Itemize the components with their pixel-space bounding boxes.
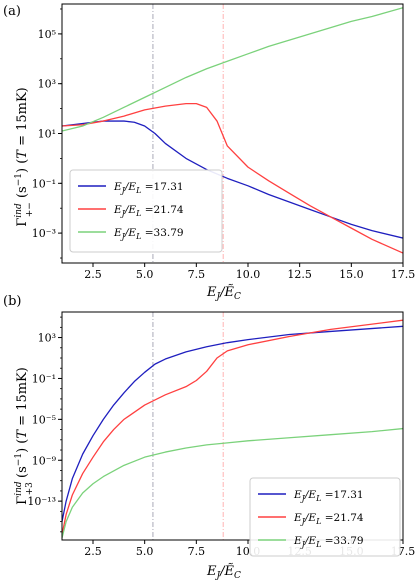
y-tick-label: 10⁻³ xyxy=(32,227,56,240)
panel-b-ylabel: Γind+3 (s−1) (T = 15mK) xyxy=(14,367,35,505)
panel-b-label: (b) xyxy=(3,294,21,309)
y-tick-label: 10⁻⁵ xyxy=(32,413,56,426)
series-line-0 xyxy=(62,325,403,522)
legend-entry: EJ/EL =17.31 xyxy=(113,181,184,195)
legend-entry: EJ/EL =17.31 xyxy=(293,489,364,503)
legend-entry: EJ/EL =21.74 xyxy=(113,204,184,218)
series-line-2 xyxy=(62,427,403,539)
panel-a-xlabel: EJ/ẼC xyxy=(206,284,241,302)
x-tick-label: 12.5 xyxy=(287,268,312,281)
series-line-2 xyxy=(62,7,403,132)
x-tick-label: 10.0 xyxy=(236,268,261,281)
series-line-1 xyxy=(62,319,403,536)
y-tick-label: 10¹ xyxy=(38,128,56,141)
panel-a-label: (a) xyxy=(3,4,21,19)
legend: EJ/EL =17.31 EJ/EL =21.74 EJ/EL =33.79 xyxy=(249,477,401,557)
panel-a: (a) 2.5 5.0 7.5 10.0 12.5 15.0 17.5 10⁵ 10³ 10¹ 10… xyxy=(3,3,416,302)
y-tick-label: 10³ xyxy=(38,78,56,91)
y-tick-label: 10⁻¹ xyxy=(32,372,56,385)
svg-text:Γind+3 (s−1) (T = 15mK): Γind+3 (s−1) (T = 15mK) xyxy=(14,367,35,505)
y-tick-label: 10⁵ xyxy=(38,28,56,41)
y-tick-label: 10⁻⁹ xyxy=(32,454,57,467)
panel-a-ylabel: Γind+− (s−1) (T = 15mK) xyxy=(14,87,35,227)
series-line-1 xyxy=(62,102,403,254)
y-tick-label: 10⁻¹³ xyxy=(27,495,56,508)
panel-a-plot-area: 2.5 5.0 7.5 10.0 12.5 15.0 17.5 10⁵ 10³ 10¹ 10⁻¹ 10… xyxy=(32,3,416,281)
legend: EJ/EL =17.31 EJ/EL =21.74 EJ/EL =33.79 xyxy=(69,169,223,253)
y-tick-label: 10³ xyxy=(38,332,56,345)
plot-frame xyxy=(61,311,404,541)
x-tick-label: 5.0 xyxy=(136,268,154,281)
x-tick-label: 15.0 xyxy=(339,268,364,281)
panel-b: (b) 2.55.07.510.012.515.017.510³10⁻¹10⁻⁵… xyxy=(3,294,415,580)
svg-text:EJ/ẼC: EJ/ẼC xyxy=(206,563,241,580)
svg-text:Γind+− (s−1) (T = 15mK): Γind+− (s−1) (T = 15mK) xyxy=(14,87,35,227)
x-tick-label: 17.5 xyxy=(391,268,416,281)
legend-entry: EJ/EL =33.79 xyxy=(113,227,184,241)
y-tick-label: 10⁻¹ xyxy=(32,177,56,190)
legend-entry: EJ/EL =33.79 xyxy=(293,535,364,549)
x-tick-label: 7.5 xyxy=(188,545,206,558)
x-tick-label: 7.5 xyxy=(188,268,206,281)
panel-b-plot-area: 2.55.07.510.012.515.017.510³10⁻¹10⁻⁵10⁻⁹… xyxy=(27,311,415,558)
x-tick-label: 5.0 xyxy=(136,545,154,558)
panel-b-xlabel: EJ/ẼC xyxy=(206,563,241,580)
x-tick-label: 2.5 xyxy=(84,545,102,558)
x-tick-label: 2.5 xyxy=(84,268,102,281)
legend-entry: EJ/EL =21.74 xyxy=(293,512,364,526)
svg-text:EJ/ẼC: EJ/ẼC xyxy=(206,284,241,302)
